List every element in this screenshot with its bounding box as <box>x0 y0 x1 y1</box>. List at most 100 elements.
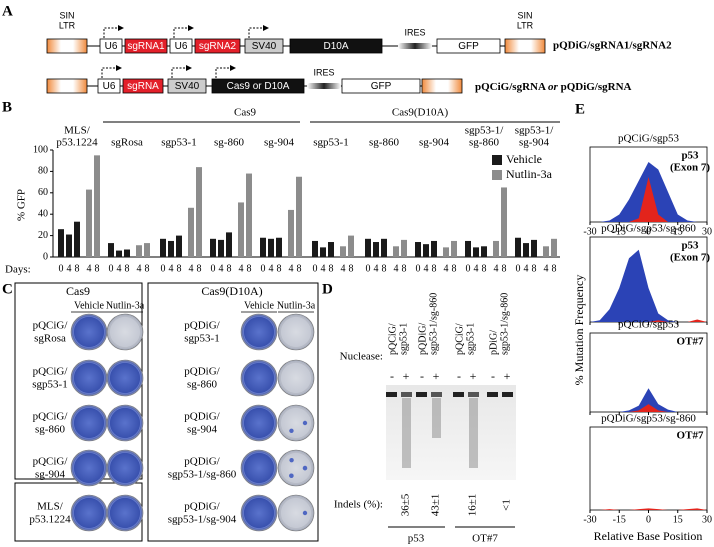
arrow-head <box>118 25 124 31</box>
day-label: 0 <box>416 263 421 274</box>
plate <box>240 313 278 351</box>
element-label: sgRNA1 <box>127 41 165 52</box>
day-label: 4 <box>137 263 142 274</box>
group-label: sgp53-1 <box>313 137 348 149</box>
row-label: p53.1224 <box>29 514 71 526</box>
construct-element <box>99 38 123 54</box>
day-label: 8 <box>247 263 252 274</box>
day-label: 4 <box>87 263 92 274</box>
group-label: sgp53-1/ <box>465 125 504 137</box>
row-label: pQDiG/ <box>184 320 220 332</box>
lane-label: sgp53-1 <box>465 323 476 355</box>
bar <box>268 238 274 257</box>
plate-rim <box>109 407 141 439</box>
x-tick-label: 30 <box>702 226 712 237</box>
plate <box>277 494 315 532</box>
day-label: 0 <box>516 263 521 274</box>
plot-annotation: (Exon 7) <box>670 252 710 264</box>
colony <box>302 465 308 471</box>
plot-annotation: p53 <box>681 240 699 252</box>
row-label: sg-904 <box>187 424 217 436</box>
day-label: 0 <box>211 263 216 274</box>
plate <box>106 313 144 351</box>
panel-letter: A <box>2 3 13 19</box>
plot-annotation: (Exon 7) <box>670 162 710 174</box>
y-tick-label: 80 <box>38 166 48 177</box>
day-label: 4 <box>169 263 174 274</box>
ltr-label: SIN <box>59 10 74 20</box>
group-label: p53.1224 <box>56 137 98 149</box>
row-label: pQDiG/ <box>184 456 220 468</box>
ltr <box>46 78 88 94</box>
panel-letter: C <box>2 281 13 297</box>
lane-label: pQDiG/ <box>417 323 428 355</box>
bar <box>210 238 216 257</box>
bar <box>296 176 302 257</box>
group-label: sgp53-1/ <box>515 125 554 137</box>
bar <box>196 167 202 257</box>
bar <box>365 238 371 257</box>
y-tick-label: 40 <box>38 208 48 219</box>
row-label: pQDiG/ <box>184 411 220 423</box>
element-label: SV40 <box>175 81 200 92</box>
row-label: sg-860 <box>35 424 65 436</box>
day-label: 0 <box>313 263 318 274</box>
day-label: 8 <box>95 263 100 274</box>
row-label: sgp53-1 <box>184 333 219 345</box>
frequency-area <box>590 249 707 322</box>
construct-name: pQDiG/sgRNA1/sgRNA2 <box>553 40 672 52</box>
colony <box>289 428 294 433</box>
group-label: sg-904 <box>264 137 294 149</box>
gel-smear <box>469 398 478 468</box>
day-label: 4 <box>289 263 294 274</box>
plate <box>277 404 315 442</box>
element-label: sgRNA <box>127 81 159 92</box>
day-label: 8 <box>349 263 354 274</box>
construct-element <box>194 38 241 54</box>
plate-rim <box>109 362 141 394</box>
bar <box>108 243 114 257</box>
legend-swatch <box>492 170 502 180</box>
group-label: sgp53-1 <box>161 137 196 149</box>
promoter-arrow <box>103 27 118 38</box>
construct-element <box>122 78 164 94</box>
day-label: 8 <box>277 263 282 274</box>
frequency-area <box>590 404 707 412</box>
column-label: Vehicle <box>74 300 105 311</box>
y-tick-label: 60 <box>38 187 48 198</box>
nuclease-sign: - <box>491 369 495 383</box>
plate <box>240 494 278 532</box>
bar <box>160 238 166 257</box>
plate-rim <box>73 316 105 348</box>
nuclease-label: Nuclease: <box>340 351 383 363</box>
bar <box>473 247 479 257</box>
ires <box>307 83 341 89</box>
bar <box>423 244 429 257</box>
arrow-head <box>230 65 236 71</box>
y-axis-label: % GFP <box>16 189 28 221</box>
element-label: sgRNA2 <box>199 41 237 52</box>
y-tick-label: 20 <box>38 230 48 241</box>
legend-swatch <box>492 155 502 165</box>
nuclease-sign: - <box>390 369 394 383</box>
bar <box>381 238 387 257</box>
plate <box>106 404 144 442</box>
day-label: 4 <box>67 263 72 274</box>
group-label: sg-904 <box>519 137 549 149</box>
target-label: p53 <box>408 533 425 545</box>
plate-rim <box>280 362 312 394</box>
construct-element <box>289 38 383 54</box>
bar <box>116 250 122 257</box>
ires <box>398 43 432 49</box>
plate <box>277 449 315 487</box>
bar <box>401 239 407 257</box>
plate-rim <box>73 407 105 439</box>
bar <box>340 246 346 257</box>
lane-label: pDiG/ <box>488 330 499 355</box>
gel-band <box>468 392 479 397</box>
day-label: 4 <box>219 263 224 274</box>
day-label: 0 <box>466 263 471 274</box>
gel-band <box>487 392 498 397</box>
bar <box>373 242 379 257</box>
construct-element <box>436 38 501 54</box>
